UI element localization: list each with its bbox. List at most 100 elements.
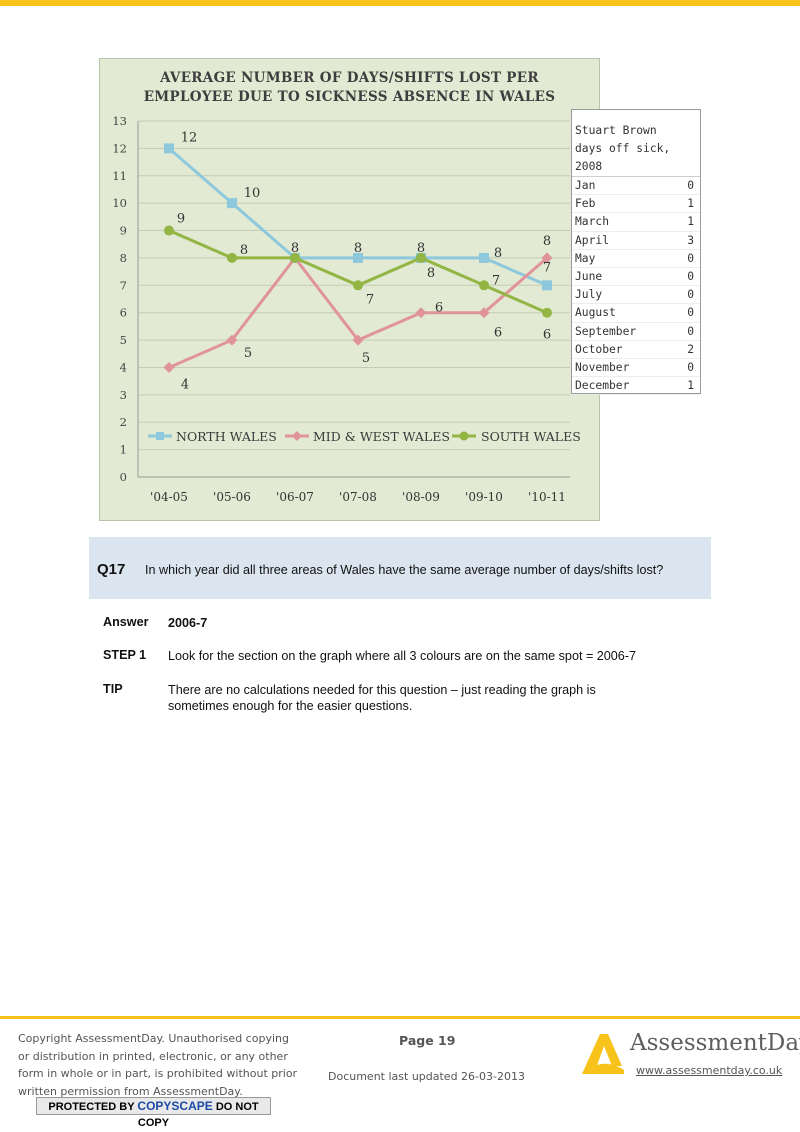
data-label: 8 [417,241,425,256]
days-off-count: 0 [687,251,694,265]
days-off-month: April [575,233,610,247]
y-tick-label: 2 [120,415,127,429]
copyright-notice: Copyright AssessmentDay. Unauthorised co… [18,1032,298,1098]
days-off-table: Stuart Brown days off sick, 2008 Jan 0 Feb… [571,109,701,396]
days-off-month: May [575,251,596,265]
legend-label: MID & WEST WALES [313,429,450,444]
days-off-count: 1 [687,379,694,393]
copyscape-brand: COPYSCAPE [137,1099,213,1113]
data-label: 8 [240,243,248,258]
data-label: 4 [181,377,189,392]
legend-label: SOUTH WALES [481,429,581,444]
days-off-row: December 1 [572,377,700,396]
legend-label: NORTH WALES [176,429,277,444]
days-off-row: August 0 [572,304,700,323]
legend-swatch-marker [459,431,469,441]
data-point [415,307,427,319]
days-off-row: November 0 [572,359,700,378]
question-box: Q17 In which year did all three areas of… [89,537,711,599]
data-label: 8 [543,234,551,249]
y-tick-label: 13 [112,114,127,128]
days-off-count: 0 [687,324,694,338]
days-off-month: December [575,379,630,393]
days-off-row: September 0 [572,323,700,341]
data-label: 5 [362,351,370,366]
data-point [542,280,552,291]
legend-swatch-marker [156,432,164,440]
tip-text: There are no calculations needed for thi… [168,683,596,713]
x-tick-label: '07-08 [339,490,377,504]
days-off-count: 0 [687,360,694,374]
data-label: 6 [543,328,551,343]
chart-title-line-2: EMPLOYEE DUE TO SICKNESS ABSENCE IN WALE… [143,89,556,105]
y-tick-label: 3 [120,388,127,402]
y-tick-label: 4 [120,360,127,374]
page-number: Page 19 [399,1033,456,1048]
legend-swatch-marker [292,431,302,441]
data-point [164,143,174,154]
last-updated: Document last updated 26-03-2013 [328,1070,525,1083]
footer-accent-bar [0,1016,800,1019]
y-tick-label: 11 [112,169,127,183]
assessmentday-logo-icon [582,1034,624,1074]
chart-title: AVERAGE NUMBER OF DAYS/SHIFTS LOST PER E… [100,69,599,107]
data-point [227,252,237,263]
data-label: 7 [366,292,374,307]
data-point [416,252,426,263]
data-label: 5 [244,346,252,361]
days-off-count: 0 [687,288,694,302]
days-off-row: Feb 1 [572,195,700,214]
days-off-row: Jan 0 [572,177,700,196]
data-label: 9 [177,212,185,227]
answer-value: 2006-7 [168,616,208,630]
y-tick-label: 7 [120,278,127,292]
step1-text: Look for the section on the graph where … [168,649,637,663]
data-point [290,252,300,263]
data-point [227,198,237,209]
days-off-count: 0 [687,179,694,192]
days-off-month: Feb [575,197,596,211]
data-point [542,307,552,318]
days-off-row: May 0 [572,250,700,268]
days-off-month: September [575,324,637,338]
x-tick-label: '10-11 [528,490,566,504]
chart-plot: 012345678910111213'04-05'05-06'06-07'07-… [112,114,581,504]
data-label: 6 [494,326,502,341]
y-tick-label: 5 [120,333,127,347]
y-tick-label: 6 [120,306,127,320]
data-point [353,252,363,263]
copyscape-badge: PROTECTED BY COPYSCAPE DO NOT COPY [36,1097,271,1129]
data-label: 12 [181,130,198,145]
x-tick-label: '09-10 [465,490,503,504]
data-point [478,307,490,319]
y-tick-label: 12 [112,141,127,155]
days-off-row: April 3 [572,232,700,250]
data-label: 8 [427,266,435,281]
data-label: 8 [291,241,299,256]
days-off-row: March 1 [572,213,700,232]
days-off-month: Jan [575,179,596,192]
days-off-count: 1 [687,215,694,229]
data-point [479,280,489,291]
data-point [541,252,553,264]
days-off-month: October [575,342,623,356]
data-label: 8 [494,246,502,261]
data-label: 6 [435,301,443,316]
days-off-count: 0 [687,306,694,320]
y-tick-label: 9 [120,224,127,238]
x-tick-label: '04-05 [150,490,188,504]
data-point [163,361,175,373]
data-point [164,225,174,236]
y-tick-label: 10 [112,196,127,210]
y-tick-label: 8 [120,251,127,265]
data-label: 7 [543,260,551,275]
x-tick-label: '06-07 [276,490,314,504]
chart-title-line-1: AVERAGE NUMBER OF DAYS/SHIFTS LOST PER [160,70,539,86]
answer-label: Answer [103,615,149,629]
days-off-table-body: Jan 0 Feb 1 March 1 April 3 May 0 June 0 July 0 August… [572,177,700,396]
days-off-table-header: Stuart Brown days off sick, 2008 [572,110,700,177]
brand-url-link[interactable]: www.assessmentday.co.uk [636,1064,783,1077]
days-off-count: 3 [687,233,694,247]
days-off-month: June [575,269,603,283]
days-off-row: July 0 [572,286,700,305]
